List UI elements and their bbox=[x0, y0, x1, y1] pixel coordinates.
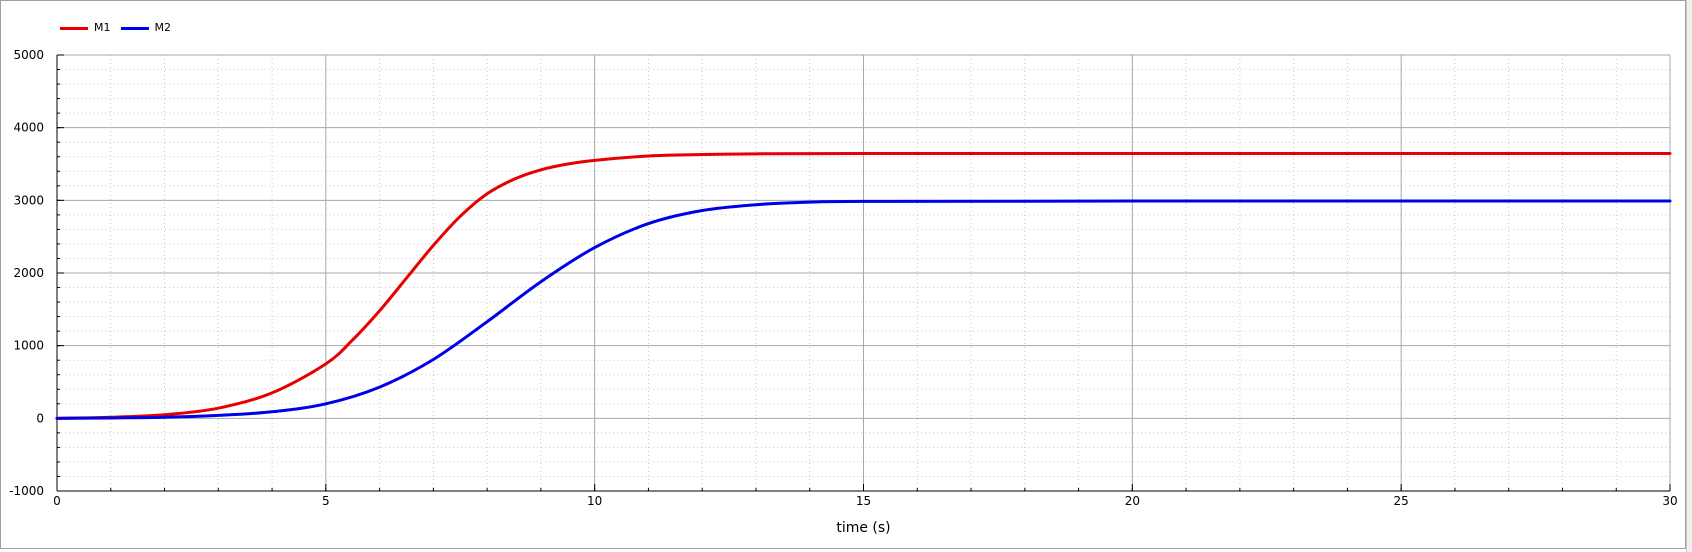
x-axis-title: time (s) bbox=[836, 520, 890, 536]
legend-item-m2[interactable]: M2 bbox=[120, 21, 172, 34]
y-tick-label: -1000 bbox=[9, 484, 44, 498]
y-tick-label: 0 bbox=[36, 411, 44, 425]
x-tick-label: 20 bbox=[1125, 494, 1140, 508]
series-line-m2 bbox=[55, 199, 1672, 420]
series-layer bbox=[55, 151, 1672, 420]
x-tick-label: 5 bbox=[322, 494, 330, 508]
tick-labels: 0 5 10 15 20 25 30 -1000 0 1000 2000 3000 4000 5000 bbox=[9, 48, 1678, 508]
y-tick-label: 5000 bbox=[13, 48, 44, 62]
x-tick-label: 10 bbox=[587, 494, 602, 508]
legend-label-m2: M2 bbox=[154, 21, 172, 34]
window-edge bbox=[1686, 0, 1692, 552]
y-tick-label: 2000 bbox=[13, 266, 44, 280]
legend: M1 M2 bbox=[60, 20, 181, 36]
y-tick-label: 1000 bbox=[13, 339, 44, 353]
major-grid bbox=[56, 54, 1671, 492]
series-line-m1 bbox=[55, 151, 1672, 420]
y-tick-label: 4000 bbox=[13, 121, 44, 135]
legend-swatch-m1 bbox=[60, 26, 88, 30]
x-tick-label: 30 bbox=[1662, 494, 1677, 508]
legend-item-m1[interactable]: M1 bbox=[60, 22, 111, 34]
legend-swatch-m2 bbox=[120, 26, 149, 30]
legend-label-m1: M1 bbox=[94, 21, 111, 34]
x-tick-label: 15 bbox=[856, 494, 871, 508]
y-tick-label: 3000 bbox=[13, 193, 44, 207]
x-tick-label: 25 bbox=[1394, 494, 1409, 508]
x-tick-label: 0 bbox=[53, 494, 61, 508]
